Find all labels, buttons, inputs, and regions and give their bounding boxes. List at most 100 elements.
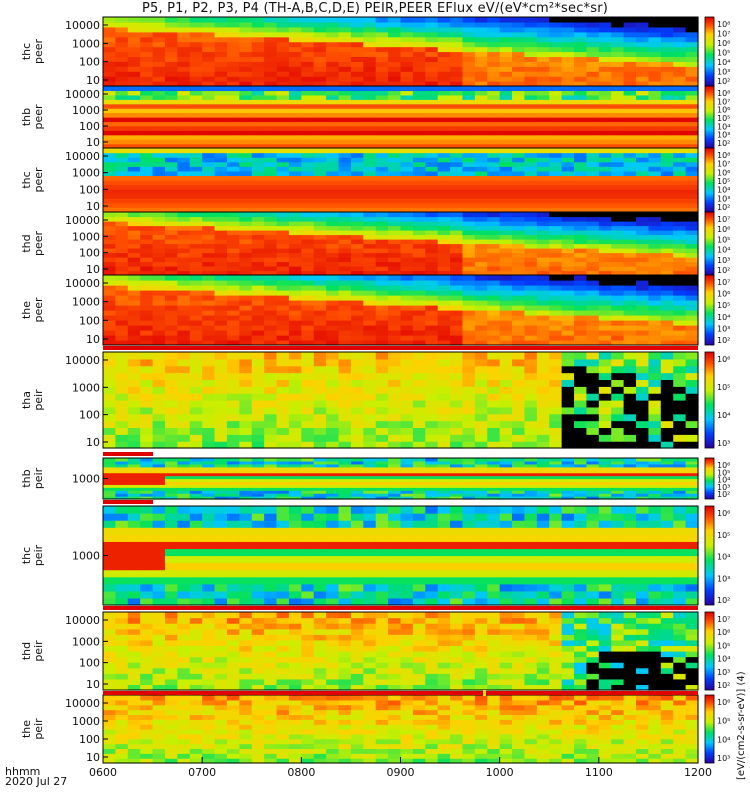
heatmap-cell <box>425 103 439 109</box>
heatmap-cell <box>276 212 290 218</box>
heatmap-cell <box>276 234 290 240</box>
heatmap-cell <box>226 161 240 167</box>
heatmap-cell <box>140 290 154 296</box>
heatmap-cell <box>611 481 625 485</box>
heatmap-cell <box>164 400 178 408</box>
heatmap-cell <box>536 458 550 462</box>
heatmap-cell <box>103 285 116 291</box>
heatmap-cell <box>375 325 389 331</box>
heatmap-cell <box>450 325 464 331</box>
heatmap-cell <box>648 441 662 449</box>
heatmap-cell <box>350 99 364 105</box>
heatmap-cell <box>425 56 439 62</box>
heatmap-cell <box>363 26 377 33</box>
heatmap-cell <box>462 295 476 301</box>
heatmap-cell <box>450 17 464 23</box>
heatmap-cell <box>536 184 550 190</box>
heatmap-cell <box>512 46 526 53</box>
heatmap-cell <box>103 270 116 276</box>
heatmap-cell <box>239 484 253 488</box>
heatmap-cell <box>598 300 612 306</box>
heatmap-cell <box>301 216 315 222</box>
heatmap-cell <box>152 372 166 381</box>
heatmap-cell <box>326 184 340 190</box>
heatmap-cell <box>276 325 290 331</box>
heatmap-cell <box>611 198 625 204</box>
heatmap-cell <box>636 143 650 149</box>
heatmap-cell <box>450 170 464 177</box>
heatmap-cell <box>450 198 464 204</box>
heatmap-cell <box>189 157 203 163</box>
heatmap-cell <box>140 117 154 123</box>
heatmap-cell <box>512 275 526 281</box>
heatmap-cell <box>636 252 650 258</box>
heatmap-cell <box>487 248 501 254</box>
heatmap-cell <box>140 134 154 140</box>
heatmap-cell <box>226 198 240 204</box>
heatmap-cell <box>264 56 278 62</box>
heatmap-cell <box>561 56 575 62</box>
heatmap-cell <box>338 420 352 429</box>
heatmap-cell <box>103 481 116 485</box>
heatmap-cell <box>127 478 141 483</box>
heatmap-cell <box>313 420 327 429</box>
heatmap-cell <box>164 152 178 158</box>
heatmap-cell <box>214 234 228 240</box>
heatmap-cell <box>636 493 650 497</box>
heatmap-cell <box>487 170 501 177</box>
heatmap-cell <box>611 365 625 374</box>
heatmap-cell <box>103 76 116 82</box>
heatmap-cell <box>673 379 687 387</box>
heatmap-cell <box>338 441 352 449</box>
heatmap-cell <box>462 481 476 485</box>
heatmap-cell <box>152 472 166 477</box>
heatmap-cell <box>350 76 364 82</box>
heatmap-cell <box>115 496 129 500</box>
heatmap-cell <box>363 117 377 123</box>
heatmap-cell <box>140 202 154 209</box>
heatmap-cell <box>288 261 302 267</box>
heatmap-cell <box>164 130 178 136</box>
heatmap-cell <box>152 94 166 100</box>
y-tick-label: 10 <box>86 333 100 346</box>
heatmap-cell <box>164 463 178 468</box>
heatmap-cell <box>226 290 240 296</box>
heatmap-cell <box>239 26 253 33</box>
heatmap-cell <box>152 261 166 267</box>
heatmap-cell <box>202 562 216 571</box>
heatmap-cell <box>561 157 575 163</box>
heatmap-cell <box>512 51 526 58</box>
heatmap-cell <box>487 261 501 267</box>
heatmap-cell <box>462 152 476 158</box>
heatmap-cell <box>598 166 612 172</box>
heatmap-cell <box>474 257 488 263</box>
heatmap-cell <box>673 216 687 222</box>
heatmap-cell <box>400 458 414 462</box>
heatmap-cell <box>400 441 414 449</box>
heatmap-cell <box>561 466 575 471</box>
heatmap-cell <box>115 576 129 585</box>
heatmap-cell <box>375 315 389 321</box>
heatmap-cell <box>164 569 178 578</box>
heatmap-cell <box>685 257 699 263</box>
heatmap-cell <box>388 493 402 497</box>
heatmap-cell <box>276 221 290 227</box>
heatmap-cell <box>288 170 302 177</box>
heatmap-cell <box>152 212 166 218</box>
heatmap-cell <box>586 325 600 331</box>
heatmap-cell <box>611 56 625 62</box>
heatmap-cell <box>648 386 662 394</box>
heatmap-cell <box>164 330 178 336</box>
heatmap-cell <box>388 230 402 236</box>
heatmap-cell <box>648 239 662 245</box>
heatmap-cell <box>574 56 588 62</box>
heatmap-cell <box>152 234 166 240</box>
heatmap-cell <box>189 569 203 578</box>
heatmap-cell <box>462 117 476 123</box>
heatmap-cell <box>103 562 116 571</box>
heatmap-cell <box>586 66 600 72</box>
heatmap-cell <box>648 51 662 58</box>
heatmap-cell <box>202 51 216 58</box>
heatmap-cell <box>301 358 315 367</box>
heatmap-cell <box>264 243 278 249</box>
